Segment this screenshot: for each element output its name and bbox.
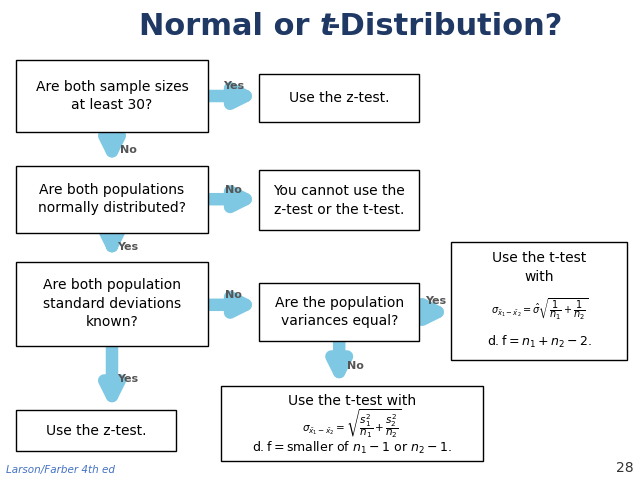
- Text: $\sigma_{\bar{x}_1-\bar{x}_2}=\sqrt{\dfrac{s_1^2}{n_1}+\dfrac{s_2^2}{n_2}}$: $\sigma_{\bar{x}_1-\bar{x}_2}=\sqrt{\dfr…: [302, 408, 402, 440]
- FancyBboxPatch shape: [259, 74, 419, 122]
- FancyBboxPatch shape: [16, 166, 208, 233]
- Text: No: No: [225, 185, 242, 194]
- Text: -Distribution?: -Distribution?: [328, 12, 563, 41]
- Text: No: No: [225, 290, 242, 300]
- Text: t: t: [320, 12, 335, 41]
- FancyBboxPatch shape: [451, 242, 627, 360]
- Text: Are both population
standard deviations
known?: Are both population standard deviations …: [43, 278, 181, 329]
- Text: Yes: Yes: [424, 297, 446, 306]
- Text: $\mathrm{d.f}=n_1+n_2-2.$: $\mathrm{d.f}=n_1+n_2-2.$: [486, 334, 592, 350]
- FancyBboxPatch shape: [221, 386, 483, 461]
- Text: No: No: [120, 145, 136, 155]
- FancyBboxPatch shape: [259, 170, 419, 230]
- Text: Larson/Farber 4th ed: Larson/Farber 4th ed: [6, 465, 115, 475]
- Text: You cannot use the
z-test or the t-test.: You cannot use the z-test or the t-test.: [273, 184, 405, 216]
- Text: No: No: [347, 361, 364, 371]
- Text: 28: 28: [616, 461, 634, 475]
- Text: Yes: Yes: [223, 82, 244, 91]
- Text: Yes: Yes: [117, 242, 139, 252]
- Text: Use the z-test.: Use the z-test.: [45, 424, 147, 438]
- FancyBboxPatch shape: [16, 60, 208, 132]
- Text: $\sigma_{\bar{x}_1-\bar{x}_2}=\hat{\sigma}\sqrt{\dfrac{1}{n_1}+\dfrac{1}{n_2}}$: $\sigma_{\bar{x}_1-\bar{x}_2}=\hat{\sigm…: [490, 297, 588, 322]
- Text: Are both populations
normally distributed?: Are both populations normally distribute…: [38, 183, 186, 216]
- Text: Are both sample sizes
at least 30?: Are both sample sizes at least 30?: [36, 80, 188, 112]
- Text: Are the population
variances equal?: Are the population variances equal?: [275, 296, 404, 328]
- Text: Use the t-test with: Use the t-test with: [288, 395, 416, 408]
- Text: $\mathrm{d.f=smaller\ of\ }n_1-1\mathrm{\ or\ }n_2-1.$: $\mathrm{d.f=smaller\ of\ }n_1-1\mathrm{…: [252, 440, 452, 456]
- Text: Use the t-test
with: Use the t-test with: [492, 251, 586, 284]
- FancyBboxPatch shape: [259, 283, 419, 341]
- FancyBboxPatch shape: [16, 262, 208, 346]
- Text: Use the z-test.: Use the z-test.: [289, 91, 390, 106]
- FancyBboxPatch shape: [16, 410, 176, 451]
- Text: Normal or: Normal or: [139, 12, 320, 41]
- Text: Yes: Yes: [117, 374, 139, 384]
